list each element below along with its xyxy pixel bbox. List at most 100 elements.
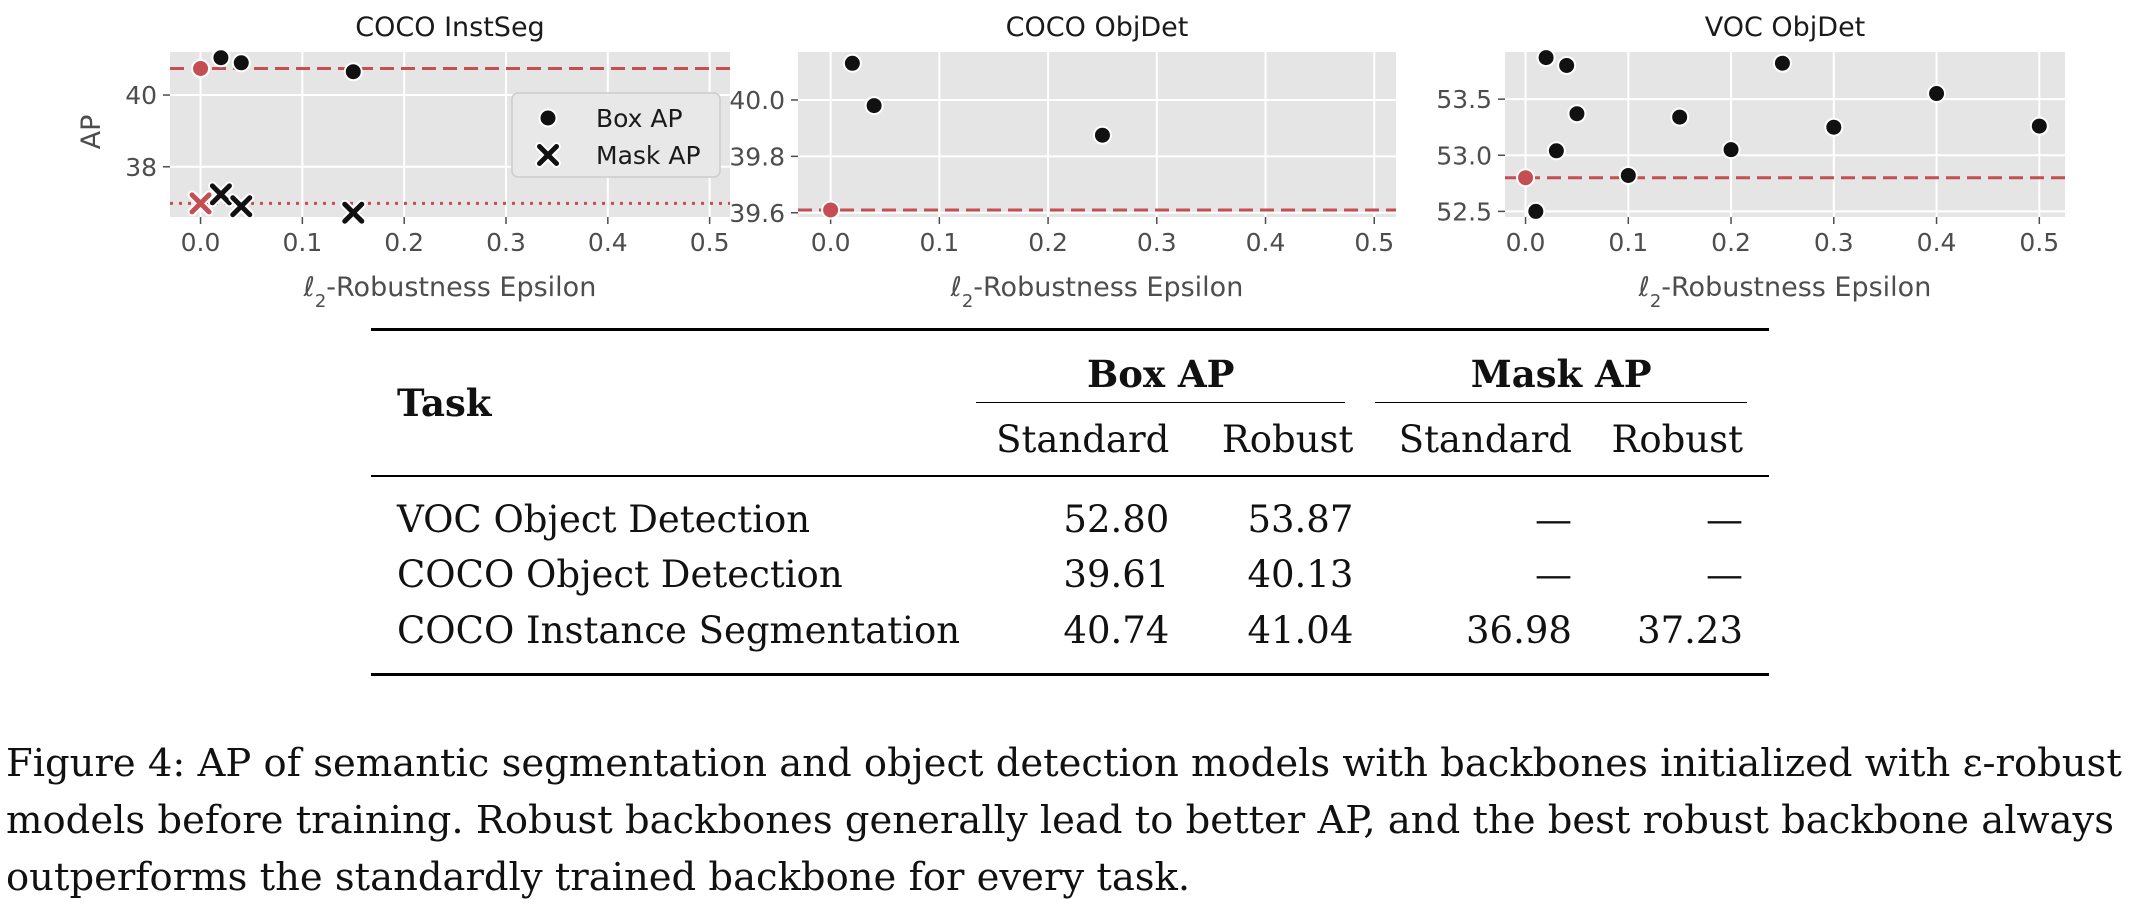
x-tick-label: 0.0 <box>181 228 221 257</box>
legend-x-marker <box>535 142 561 168</box>
x-tick-label: 0.1 <box>919 228 959 257</box>
x-axis-label: ℓ2-Robustness Epsilon <box>303 272 597 312</box>
mask-ap-point <box>340 199 367 226</box>
box-ap-point <box>231 53 251 73</box>
x-tick-label: 0.3 <box>1137 228 1177 257</box>
x-tick-label: 0.5 <box>2019 228 2059 257</box>
box-ap-point <box>1721 140 1741 160</box>
mask-robust-cell: — <box>1706 552 1743 596</box>
mask-ap-group-header: Mask AP <box>1353 330 1769 403</box>
legend: Box AP Mask AP <box>511 92 721 178</box>
x-axis-label: ℓ2-Robustness Epsilon <box>950 272 1244 312</box>
table-row: COCO Instance Segmentation 40.74 41.04 3… <box>371 599 1769 675</box>
plot-area <box>1505 52 2065 217</box>
x-tick-label: 0.3 <box>1814 228 1854 257</box>
chart-title: COCO InstSeg <box>355 12 544 43</box>
baseline-mask-point-stroke-b <box>189 192 212 215</box>
mask-ap-point-stroke-b <box>209 183 232 206</box>
box-ap-point <box>343 62 363 82</box>
mask-standard-cell: 36.98 <box>1466 608 1572 652</box>
mask-standard-cell: — <box>1534 552 1572 596</box>
x-tick-label: 0.0 <box>811 228 851 257</box>
legend-label: Box AP <box>596 104 683 133</box>
baseline-box-point <box>1516 168 1536 188</box>
box-ap-point <box>1536 48 1556 68</box>
mask-robust-header: Robust <box>1611 417 1743 461</box>
y-tick-label: 52.5 <box>1436 197 1492 226</box>
box-ap-point <box>2029 116 2049 136</box>
chart-title: COCO ObjDet <box>1006 12 1189 43</box>
chart-panel-2: 0.0 0.1 0.2 0.3 0.4 0.5 39.6 39.8 40.0 COCO ObjDe… <box>729 12 1396 257</box>
box-ap-point <box>1618 165 1638 185</box>
box-ap-point <box>1824 117 1844 137</box>
x-tick-label: 0.4 <box>1917 228 1957 257</box>
chart-panel-3: 0.0 0.1 0.2 0.3 0.4 0.5 52.5 53.0 53.5 VOC ObjDet <box>1436 12 2065 257</box>
mask-robust-cell: — <box>1706 497 1743 541</box>
box-robust-cell: 41.04 <box>1247 608 1354 652</box>
y-tick-label: 53.5 <box>1436 85 1492 114</box>
legend-x-marker-stroke-b <box>537 144 559 166</box>
y-tick-label: 38 <box>125 153 157 182</box>
y-tick-label: 53.0 <box>1436 141 1492 170</box>
box-robust-header: Robust <box>1221 417 1354 461</box>
x-tick-label: 0.2 <box>1711 228 1751 257</box>
box-ap-point <box>211 48 231 68</box>
chart-title: VOC ObjDet <box>1705 12 1866 43</box>
box-ap-point <box>1927 84 1947 104</box>
x-tick-label: 0.3 <box>486 228 526 257</box>
box-ap-group-header: Box AP <box>960 330 1353 403</box>
baseline-box-point <box>821 200 841 220</box>
table-row: COCO Object Detection 39.61 40.13 — — <box>371 549 1769 599</box>
y-tick-label: 40 <box>125 81 157 110</box>
box-ap-point <box>1772 53 1792 73</box>
y-tick-label: 40.0 <box>729 86 785 115</box>
legend-label: Mask AP <box>596 141 701 170</box>
task-cell: COCO Object Detection <box>397 552 843 596</box>
mask-ap-point-stroke-b <box>230 195 253 218</box>
mask-standard-cell: — <box>1534 497 1572 541</box>
task-header: Task <box>397 381 492 425</box>
x-tick-label: 0.0 <box>1506 228 1546 257</box>
legend-box <box>511 92 721 178</box>
x-tick-label: 0.5 <box>1354 228 1394 257</box>
box-standard-cell: 40.74 <box>1063 608 1170 652</box>
task-cell: VOC Object Detection <box>397 497 811 541</box>
x-tick-label: 0.1 <box>282 228 322 257</box>
box-ap-point <box>1567 104 1587 124</box>
x-tick-label: 0.5 <box>690 228 730 257</box>
chart-panel-1: 0.0 0.1 0.2 0.3 0.4 0.5 38 40 COCO InstSeg AP Box … <box>76 12 730 257</box>
box-ap-point <box>864 96 884 116</box>
box-ap-point <box>1546 141 1566 161</box>
results-table-container: Task Box AP Mask AP Standard Robust Stan… <box>371 328 1769 676</box>
box-robust-cell: 53.87 <box>1247 497 1354 541</box>
y-axis-label: AP <box>76 115 107 150</box>
legend-circle-marker <box>538 108 558 128</box>
results-table: Task Box AP Mask AP Standard Robust Stan… <box>371 328 1769 676</box>
box-ap-point <box>842 53 862 73</box>
baseline-mask-point <box>187 190 214 217</box>
box-ap-point <box>1526 201 1546 221</box>
mask-ap-point <box>228 193 255 220</box>
x-tick-label: 0.4 <box>588 228 628 257</box>
caption-line: Figure 4: AP of semantic segmentation an… <box>6 741 2122 786</box>
x-tick-label: 0.2 <box>384 228 424 257</box>
caption-line: models before training. Robust backbones… <box>6 798 2114 843</box>
baseline-box-point <box>191 59 211 78</box>
box-ap-point <box>1557 55 1577 75</box>
mask-ap-point-stroke-b <box>342 201 365 224</box>
x-tick-label: 0.4 <box>1246 228 1286 257</box>
x-tick-label: 0.1 <box>1608 228 1648 257</box>
box-ap-point <box>1670 107 1690 127</box>
figure-caption: Figure 4: AP of semantic segmentation an… <box>6 735 2136 906</box>
box-standard-cell: 52.80 <box>1063 497 1170 541</box>
mask-ap-point <box>207 181 234 208</box>
box-standard-cell: 39.61 <box>1063 552 1170 596</box>
y-tick-label: 39.8 <box>729 142 785 171</box>
box-standard-header: Standard <box>996 417 1170 461</box>
mask-standard-header: Standard <box>1398 417 1572 461</box>
table-row: VOC Object Detection 52.80 53.87 — — <box>371 476 1769 549</box>
box-robust-cell: 40.13 <box>1247 552 1354 596</box>
figure-charts: 0.0 0.1 0.2 0.3 0.4 0.5 38 40 COCO InstSeg AP Box … <box>76 12 2065 312</box>
caption-line: outperforms the standardly trained backb… <box>6 855 1191 900</box>
x-axis-label: ℓ2-Robustness Epsilon <box>1638 272 1932 312</box>
